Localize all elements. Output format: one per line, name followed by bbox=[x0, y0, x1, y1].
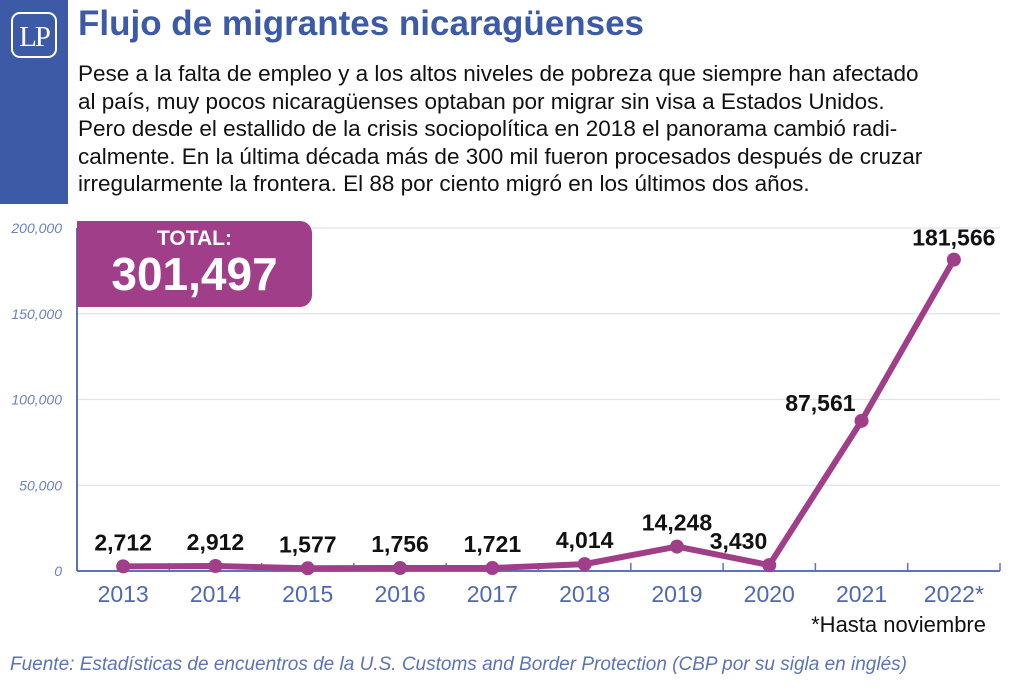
x-tick-label: 2016 bbox=[374, 581, 425, 607]
x-tick-label: 2020 bbox=[744, 581, 795, 607]
x-tick-label: 2018 bbox=[559, 581, 610, 607]
y-tick-label: 200,000 bbox=[10, 220, 62, 236]
intro-text: Pese a la falta de empleo y a los altos … bbox=[78, 60, 1018, 198]
data-points bbox=[116, 252, 961, 576]
data-point bbox=[669, 539, 684, 554]
data-label: 1,721 bbox=[464, 531, 522, 557]
series-line bbox=[120, 256, 957, 572]
data-point bbox=[854, 413, 869, 428]
x-tick-label: 2013 bbox=[98, 581, 149, 607]
data-point bbox=[300, 561, 315, 576]
data-label: 2,912 bbox=[187, 529, 245, 555]
x-axis-ticks: 2013 2014 2015 2016 2017 2018 2019 2020 2021 2022… bbox=[98, 563, 1001, 607]
y-tick-label: 0 bbox=[54, 563, 62, 579]
y-axis-ticks: 0 50,000 100,000 150,000 200,000 bbox=[10, 220, 62, 579]
x-tick-label: 2019 bbox=[651, 581, 702, 607]
x-tick-label: 2017 bbox=[467, 581, 518, 607]
data-label: 3,430 bbox=[710, 528, 768, 554]
x-tick-label: 2022* bbox=[924, 581, 984, 607]
intro-line: Pese a la falta de empleo y a los altos … bbox=[78, 61, 919, 86]
x-tick-label: 2021 bbox=[836, 581, 887, 607]
data-point bbox=[116, 559, 131, 574]
x-tick-label: 2015 bbox=[282, 581, 333, 607]
x-tick-label: 2014 bbox=[190, 581, 241, 607]
lp-logo-icon: LP bbox=[11, 12, 57, 58]
total-value: 301,497 bbox=[111, 248, 278, 300]
series-line-path bbox=[120, 256, 957, 572]
data-label: 1,577 bbox=[279, 531, 337, 557]
brand-bar: LP bbox=[0, 0, 68, 204]
intro-line: al país, muy pocos nicaragüenses optaban… bbox=[78, 88, 885, 114]
data-point bbox=[393, 560, 408, 575]
intro-line: Pero desde el estallido de la crisis soc… bbox=[78, 116, 898, 141]
data-point bbox=[485, 561, 500, 576]
y-tick-label: 100,000 bbox=[11, 392, 62, 408]
intro-line: irregularmente la frontera. El 88 por ci… bbox=[78, 171, 810, 196]
data-point bbox=[577, 557, 592, 572]
data-point bbox=[946, 252, 961, 267]
footnote: *Hasta noviembre bbox=[811, 612, 986, 637]
data-label: 2,712 bbox=[94, 529, 152, 555]
data-label: 4,014 bbox=[556, 527, 614, 553]
total-badge: TOTAL: 301,497 bbox=[77, 221, 312, 307]
data-label: 14,248 bbox=[642, 510, 713, 536]
data-labels: 2,712 2,912 1,577 1,756 1,721 4,014 14,2483,43… bbox=[94, 225, 995, 558]
source-note: Fuente: Estadísticas de encuentros de la… bbox=[10, 654, 907, 675]
data-point bbox=[208, 559, 223, 574]
data-point bbox=[762, 558, 777, 573]
y-tick-label: 150,000 bbox=[11, 306, 62, 322]
y-tick-label: 50,000 bbox=[19, 477, 62, 493]
total-label: TOTAL: bbox=[156, 227, 233, 250]
intro-line: calmente. En la última década más de 300… bbox=[78, 143, 923, 169]
page-title: Flujo de migrantes nicaragüenses bbox=[78, 4, 644, 43]
data-label: 87,561 bbox=[785, 390, 856, 416]
data-label: 181,566 bbox=[912, 225, 995, 251]
data-label: 1,756 bbox=[371, 531, 429, 557]
